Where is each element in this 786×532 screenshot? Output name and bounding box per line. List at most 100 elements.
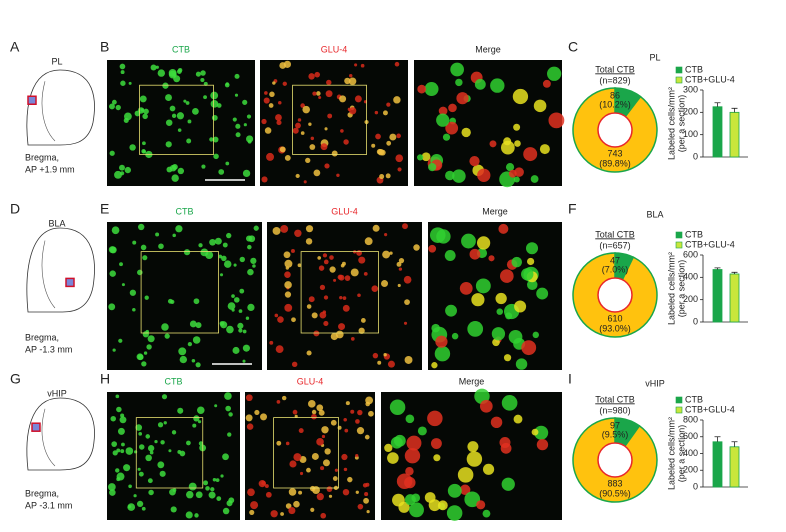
cell — [345, 401, 350, 406]
bregma-label: Bregma, — [25, 152, 59, 162]
cell — [330, 332, 339, 341]
cell — [214, 404, 218, 408]
cell — [108, 303, 116, 311]
cell — [514, 140, 521, 147]
cell — [178, 347, 187, 356]
cell — [169, 488, 176, 496]
cell — [157, 422, 164, 428]
cell — [313, 330, 320, 337]
cell — [476, 236, 491, 250]
cell — [323, 295, 329, 300]
cell — [269, 91, 275, 98]
cell — [445, 170, 455, 181]
cell — [220, 321, 228, 329]
cell — [142, 113, 148, 120]
y-tick-label: 0 — [693, 316, 698, 326]
cell — [245, 316, 250, 320]
cell — [404, 448, 421, 464]
cell — [192, 336, 201, 344]
y-axis-label: Labeled cells/mm² — [666, 252, 676, 325]
cell — [356, 250, 362, 256]
cell — [461, 127, 471, 138]
cell — [482, 509, 491, 518]
cell — [149, 450, 154, 455]
cell — [218, 254, 223, 259]
cell — [360, 318, 366, 323]
cell — [398, 258, 405, 264]
cell — [430, 438, 442, 449]
panel-letter: G — [10, 371, 21, 387]
cell — [310, 136, 315, 141]
zoom-box — [140, 251, 220, 334]
cell — [523, 147, 538, 162]
cell — [372, 224, 380, 232]
cell — [166, 166, 173, 173]
cell — [431, 362, 438, 369]
cell — [476, 500, 486, 510]
y-tick-label: 400 — [683, 272, 698, 282]
cell — [115, 468, 120, 473]
cell — [384, 233, 388, 237]
brain-schematic — [26, 397, 95, 471]
cell — [185, 101, 190, 105]
micrograph — [107, 222, 262, 370]
cell — [536, 438, 549, 451]
cell — [177, 167, 185, 175]
cell — [291, 361, 298, 368]
value-label: 47 — [610, 255, 620, 265]
cell — [284, 271, 291, 278]
cell — [308, 400, 316, 408]
cell — [308, 73, 315, 80]
donut-header: Total CTB — [595, 64, 635, 74]
cell — [505, 312, 513, 320]
cell — [245, 394, 253, 402]
cell — [489, 140, 497, 148]
cell — [115, 394, 120, 399]
cell — [355, 419, 360, 424]
cell — [428, 499, 441, 512]
cell — [157, 461, 165, 469]
schematic-line — [41, 240, 56, 309]
cell — [272, 227, 281, 235]
cell — [496, 308, 504, 315]
cell — [322, 253, 328, 258]
legend-swatch — [675, 396, 683, 404]
cell — [238, 328, 243, 333]
cell — [250, 501, 259, 510]
cell — [109, 103, 115, 110]
cell — [339, 295, 343, 300]
region-label: BLA — [48, 218, 65, 228]
cell — [165, 141, 172, 148]
y-tick-label: 800 — [683, 414, 698, 424]
cell — [210, 100, 219, 108]
y-tick-label: 300 — [683, 84, 698, 94]
cell — [119, 416, 127, 424]
cell — [261, 118, 267, 125]
legend-label: CTB+GLU-4 — [685, 74, 735, 84]
cell — [377, 360, 382, 365]
cell — [245, 414, 253, 422]
cell — [258, 480, 266, 488]
cell — [292, 127, 299, 134]
cell — [205, 486, 210, 491]
error-bar — [731, 107, 738, 113]
cell — [358, 256, 366, 264]
cell — [163, 421, 167, 425]
cell — [239, 256, 245, 263]
cell — [139, 95, 147, 103]
cell — [173, 75, 181, 83]
cell — [324, 448, 331, 455]
cell — [276, 400, 281, 404]
cell — [447, 483, 462, 498]
y-tick-label: 600 — [683, 249, 698, 259]
y-tick-label: 400 — [683, 448, 698, 458]
cell — [183, 99, 187, 103]
cell — [140, 108, 144, 112]
cell — [191, 358, 196, 363]
cell — [140, 244, 147, 251]
cell — [142, 331, 149, 338]
y-axis-label: Labeled cells/mm² — [666, 87, 676, 160]
cell — [195, 322, 202, 329]
cell — [413, 244, 420, 251]
image-title: CTB — [176, 206, 194, 216]
